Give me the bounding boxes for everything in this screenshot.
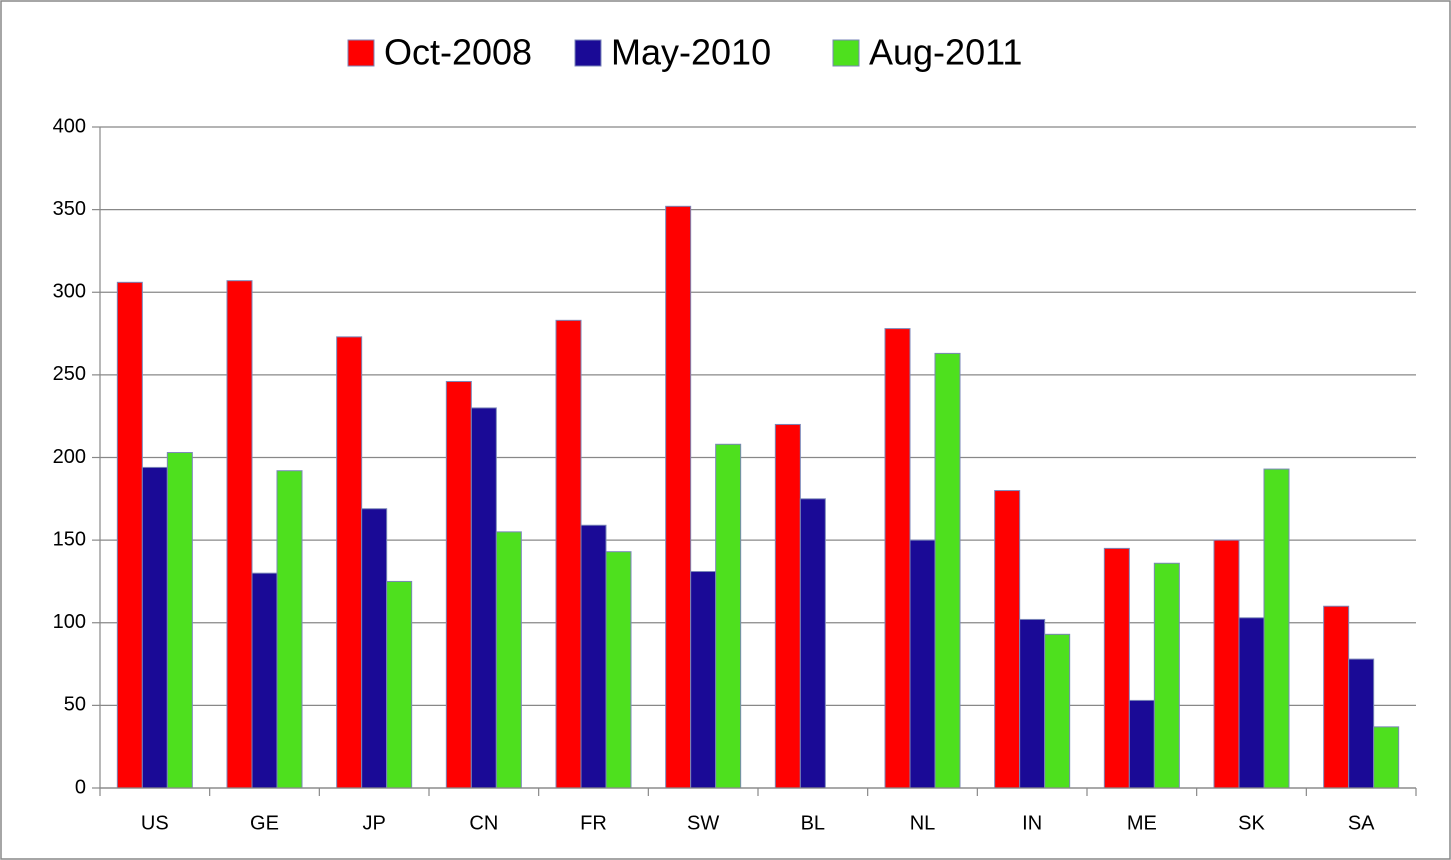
bar bbox=[336, 336, 363, 789]
y-tick-label: 300 bbox=[53, 281, 86, 303]
bar bbox=[470, 407, 497, 789]
bar bbox=[994, 490, 1021, 789]
x-tick-label: SK bbox=[1238, 812, 1265, 834]
bar bbox=[1044, 633, 1071, 789]
y-tick-label: 50 bbox=[64, 694, 86, 716]
bar bbox=[665, 205, 692, 789]
bar bbox=[251, 572, 278, 789]
legend-swatch bbox=[832, 39, 860, 67]
bar bbox=[580, 524, 607, 789]
bar bbox=[1213, 539, 1240, 789]
bar bbox=[141, 466, 168, 789]
x-tick-label: GE bbox=[250, 812, 279, 834]
bar bbox=[116, 281, 143, 789]
bar bbox=[495, 531, 522, 789]
y-tick-label: 150 bbox=[53, 528, 86, 550]
x-tick-label: NL bbox=[910, 812, 936, 834]
bar bbox=[605, 551, 632, 789]
x-tick-label: IN bbox=[1022, 812, 1042, 834]
y-tick-label: 250 bbox=[53, 363, 86, 385]
bar bbox=[1019, 618, 1046, 789]
bar bbox=[226, 280, 253, 789]
bar bbox=[1153, 562, 1180, 789]
bar bbox=[884, 328, 911, 789]
x-tick-label: JP bbox=[362, 812, 385, 834]
bar bbox=[1348, 658, 1375, 789]
bar bbox=[1323, 605, 1350, 789]
bar bbox=[774, 423, 801, 789]
y-tick-label: 350 bbox=[53, 198, 86, 220]
x-tick-label: SA bbox=[1348, 812, 1375, 834]
bar bbox=[1263, 468, 1290, 789]
bar bbox=[690, 571, 717, 789]
bar bbox=[1128, 699, 1155, 789]
bar bbox=[386, 580, 413, 789]
bar bbox=[934, 352, 961, 789]
y-tick-label: 0 bbox=[75, 776, 86, 798]
x-tick-label: BL bbox=[801, 812, 825, 834]
bar bbox=[1103, 547, 1130, 789]
x-tick-label: SW bbox=[687, 812, 719, 834]
bar bbox=[166, 452, 193, 789]
bar bbox=[361, 508, 388, 789]
x-tick-label: CN bbox=[469, 812, 498, 834]
legend-label: Aug-2011 bbox=[869, 32, 1022, 73]
y-tick-label: 400 bbox=[53, 115, 86, 137]
bar bbox=[909, 539, 936, 789]
x-tick-label: FR bbox=[580, 812, 607, 834]
bar bbox=[1238, 617, 1265, 789]
bar bbox=[799, 498, 826, 789]
y-tick-label: 200 bbox=[53, 446, 86, 468]
bar bbox=[445, 380, 472, 789]
bar bbox=[276, 470, 303, 789]
legend-label: Oct-2008 bbox=[384, 32, 532, 73]
bar bbox=[1373, 726, 1400, 789]
bar bbox=[715, 443, 742, 789]
legend-label: May-2010 bbox=[611, 32, 771, 73]
legend-swatch bbox=[574, 39, 602, 67]
x-tick-label: US bbox=[141, 812, 169, 834]
legend-swatch bbox=[347, 39, 375, 67]
y-tick-label: 100 bbox=[53, 611, 86, 633]
bar bbox=[555, 319, 582, 789]
x-tick-label: ME bbox=[1127, 812, 1157, 834]
